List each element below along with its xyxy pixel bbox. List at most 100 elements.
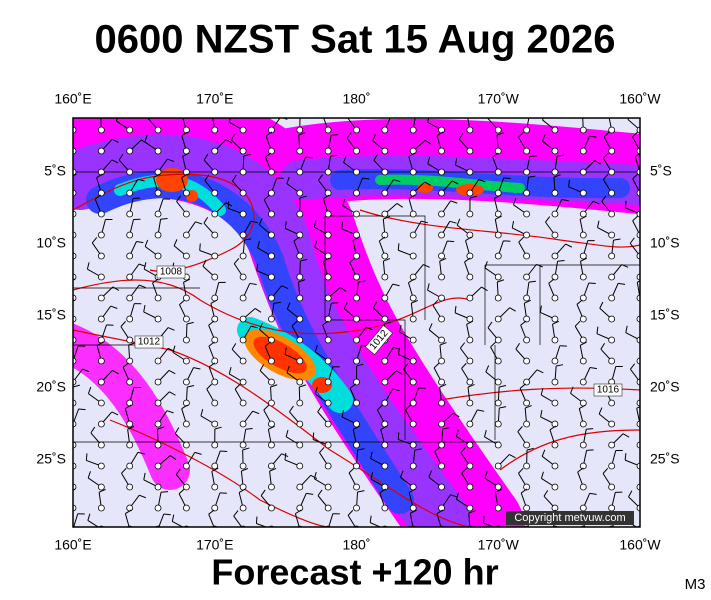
station (324, 441, 332, 449)
station (466, 315, 474, 323)
wind-barb-feather (90, 426, 96, 434)
station (296, 504, 304, 512)
wind-barb-feather (323, 194, 330, 200)
wind-barb-feather (450, 494, 458, 498)
wind-barb-feather (570, 386, 574, 394)
wind-barb-feather (436, 131, 444, 137)
wind-barb-feather (524, 405, 532, 409)
wind-barb-feather (87, 386, 92, 394)
station (494, 336, 502, 344)
wind-barb-feather (128, 342, 136, 346)
station (126, 231, 134, 239)
station (494, 504, 502, 512)
wind-barb-feather (118, 153, 124, 161)
station (438, 483, 445, 491)
wind-barb-feather (603, 152, 609, 159)
wind-barb-feather (541, 134, 546, 142)
wind-barb-feather (634, 153, 640, 158)
station (409, 399, 417, 407)
station-grid (62, 112, 655, 527)
wind-barb-feather (589, 366, 598, 370)
latitude-label: 10˚S (36, 235, 66, 251)
station (296, 357, 304, 365)
wind-barb-feather (208, 362, 216, 368)
station (211, 147, 219, 155)
wind-barb-feather (62, 322, 66, 328)
station (268, 294, 275, 302)
wind-barb (73, 275, 74, 277)
station (409, 483, 417, 491)
wind-barb-feather (112, 370, 119, 375)
wind-barb-feather (460, 447, 466, 454)
wind-barb-feather (487, 321, 493, 329)
station (466, 483, 474, 491)
wind-barb-feather (98, 488, 106, 493)
station (239, 336, 247, 344)
wind-barb-feather (171, 514, 175, 522)
station (268, 126, 275, 134)
wind-barb-feather (642, 302, 649, 303)
wind-barb-feather (273, 301, 281, 304)
station (494, 252, 502, 260)
station (579, 462, 587, 470)
wind-barb-feather (568, 179, 570, 187)
wind-barb-feather (428, 323, 433, 331)
station (154, 420, 162, 428)
station (494, 357, 502, 365)
wind-barb-feather (528, 280, 536, 283)
wind-barb-feather (545, 216, 551, 223)
wind-barb-feather (300, 112, 307, 114)
wind-barb-feather (499, 406, 507, 409)
wind-barb-feather (256, 263, 259, 271)
wind-barb-feather (552, 320, 560, 325)
station (353, 399, 360, 407)
wind-barb-feather (454, 158, 458, 166)
wind-barb-feather (233, 258, 240, 264)
station (97, 273, 105, 281)
wind-barb (73, 486, 74, 487)
station (438, 273, 445, 281)
station (353, 483, 360, 491)
station (381, 147, 389, 155)
station (126, 420, 134, 428)
station (97, 504, 105, 512)
wind-barb-feather (181, 131, 188, 137)
station (154, 483, 162, 491)
station (126, 336, 134, 344)
station (268, 168, 275, 176)
wind-barb-feather (245, 427, 253, 430)
wind-barb-feather (356, 363, 364, 367)
wind-barb-feather (286, 365, 290, 373)
wind-barb-feather (362, 177, 370, 180)
wind-barb-feather (436, 509, 444, 515)
station (608, 252, 616, 260)
wind-barb-feather (648, 473, 655, 475)
station (608, 231, 616, 239)
wind-barb-feather (178, 488, 185, 495)
longitude-label: 170˚W (478, 537, 520, 553)
station (353, 441, 360, 449)
station (579, 231, 587, 239)
longitude-label: 170˚W (478, 91, 520, 107)
wind-barb-feather (478, 179, 486, 183)
station (551, 252, 559, 260)
wind-barb-feather (496, 132, 504, 136)
station (353, 147, 360, 155)
wind-barb-feather (629, 237, 635, 244)
wind-barb-feather (203, 153, 209, 161)
wind-barb-feather (258, 322, 263, 330)
wind-barb-feather (370, 451, 373, 459)
wind-barb-feather (464, 257, 471, 263)
station (268, 378, 275, 386)
longitude-label: 170˚E (196, 537, 233, 553)
station (324, 210, 332, 218)
wind-barb-feather (63, 469, 67, 475)
station (438, 210, 445, 218)
station (409, 378, 417, 386)
station (97, 147, 105, 155)
station (353, 462, 360, 470)
wind-barb-feather (82, 368, 90, 373)
wind-barb-feather (458, 132, 464, 140)
station (409, 210, 417, 218)
wind-barb-feather (428, 470, 432, 478)
